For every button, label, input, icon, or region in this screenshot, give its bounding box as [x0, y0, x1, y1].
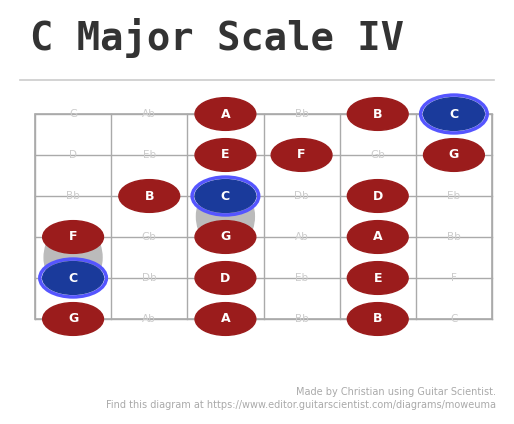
Text: Bb: Bb [447, 232, 461, 242]
Text: E: E [374, 271, 382, 285]
Ellipse shape [347, 303, 408, 335]
Ellipse shape [271, 139, 332, 171]
Text: Db: Db [295, 191, 309, 201]
Text: G: G [69, 109, 77, 119]
Text: Eb: Eb [143, 150, 156, 160]
Text: C Major Scale IV: C Major Scale IV [30, 18, 404, 58]
Text: B: B [373, 312, 382, 326]
Text: D: D [221, 271, 231, 285]
Ellipse shape [43, 220, 103, 254]
Text: Ab: Ab [142, 314, 156, 324]
Text: Gb: Gb [142, 232, 157, 242]
Text: C: C [68, 271, 78, 285]
Text: Made by Christian using Guitar Scientist.
Find this diagram at https://www.edito: Made by Christian using Guitar Scientist… [106, 387, 496, 410]
Text: F: F [451, 273, 457, 283]
Text: D: D [373, 190, 383, 203]
Ellipse shape [195, 303, 256, 335]
Ellipse shape [43, 262, 103, 294]
Ellipse shape [44, 223, 102, 292]
Ellipse shape [119, 180, 179, 212]
Text: F: F [69, 231, 77, 243]
Text: Db: Db [142, 273, 157, 283]
Ellipse shape [195, 220, 256, 254]
Text: A: A [373, 231, 382, 243]
Text: B: B [373, 108, 382, 120]
Ellipse shape [347, 180, 408, 212]
Ellipse shape [347, 262, 408, 294]
Text: F: F [297, 148, 306, 162]
Text: G: G [221, 231, 231, 243]
Text: Ab: Ab [295, 232, 308, 242]
Ellipse shape [424, 98, 484, 130]
Ellipse shape [195, 180, 256, 212]
Text: Bb: Bb [295, 314, 308, 324]
Bar [35, 114, 492, 319]
Text: A: A [221, 108, 230, 120]
Text: G: G [68, 312, 78, 326]
Text: G: G [449, 148, 459, 162]
Ellipse shape [195, 139, 256, 171]
Ellipse shape [196, 182, 254, 251]
Text: E: E [221, 148, 230, 162]
Text: Bb: Bb [295, 109, 308, 119]
Text: C: C [450, 314, 457, 324]
Ellipse shape [424, 139, 484, 171]
Ellipse shape [195, 262, 256, 294]
Text: Bb: Bb [66, 191, 80, 201]
Text: A: A [221, 312, 230, 326]
Text: B: B [144, 190, 154, 203]
Text: Gb: Gb [371, 150, 385, 160]
Text: C: C [449, 108, 458, 120]
Text: Eb: Eb [447, 191, 461, 201]
Ellipse shape [195, 98, 256, 130]
Text: D: D [69, 150, 77, 160]
Text: C: C [221, 190, 230, 203]
Text: Ab: Ab [142, 109, 156, 119]
Ellipse shape [347, 98, 408, 130]
Ellipse shape [43, 303, 103, 335]
Text: Eb: Eb [295, 273, 308, 283]
Ellipse shape [347, 220, 408, 254]
